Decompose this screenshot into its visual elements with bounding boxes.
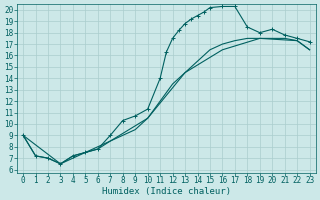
X-axis label: Humidex (Indice chaleur): Humidex (Indice chaleur) <box>102 187 231 196</box>
